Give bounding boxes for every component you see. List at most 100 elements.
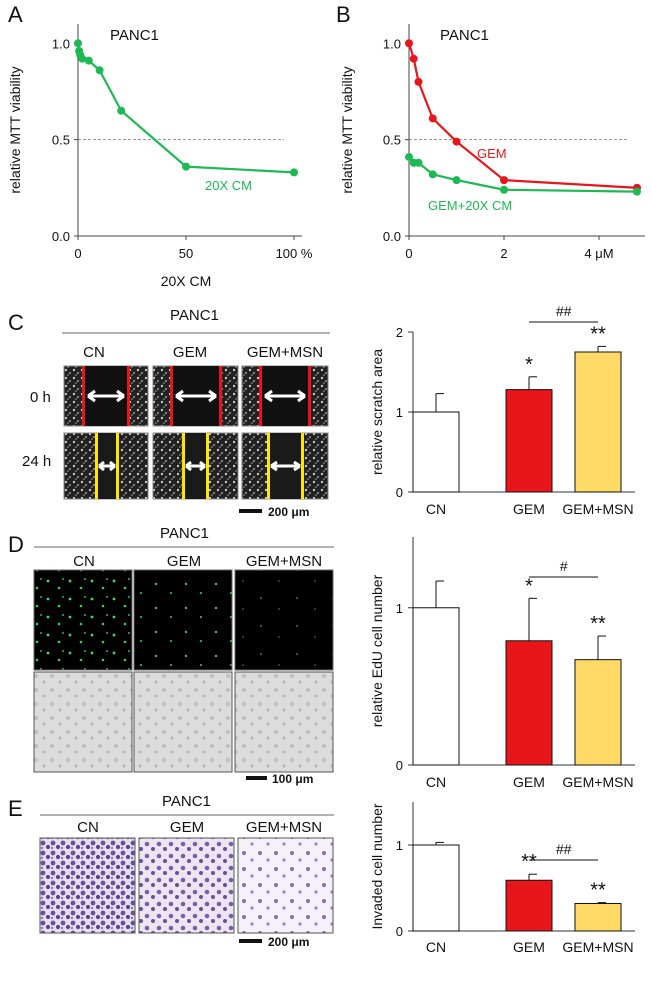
significance-marker: ** (590, 613, 606, 635)
x-tick-label: 0 (74, 246, 81, 261)
scratch-edge-left (95, 433, 98, 499)
panel-d-col-gem: GEM (167, 553, 201, 570)
double-arrow-icon (98, 460, 116, 472)
scratch-edge-left (267, 433, 270, 499)
panel-e-col-cn: CN (77, 819, 99, 836)
series-line (407, 42, 638, 189)
scratch-edge-left (182, 433, 185, 499)
category-label: GEM+MSN (562, 501, 633, 517)
category-label: CN (426, 501, 446, 517)
invasion-img-cn (39, 837, 136, 934)
data-point (409, 54, 418, 63)
bar (505, 879, 553, 932)
data-point (414, 158, 423, 167)
scratch-edge-left (82, 366, 85, 426)
category-label: GEM+MSN (562, 774, 633, 790)
double-arrow-icon (270, 460, 301, 472)
double-arrow-icon (185, 460, 206, 472)
data-point (414, 77, 423, 86)
significance-marker: * (525, 575, 533, 597)
series-label: GEM (477, 146, 507, 161)
bar (574, 902, 622, 932)
edu-fluor-cn (33, 569, 133, 671)
edu-fluor-gemmsn (234, 569, 334, 671)
bar (505, 640, 553, 766)
data-point (74, 39, 82, 48)
y-tick-label: 1 (396, 405, 403, 420)
category-label: GEM+MSN (562, 939, 633, 955)
panel-e-col-gemmsn: GEM+MSN (246, 819, 322, 836)
data-point (452, 176, 461, 185)
data-point (84, 56, 93, 65)
y-tick-label: 1.0 (383, 36, 401, 51)
panel-c-col-gemmsn: GEM+MSN (247, 344, 323, 361)
y-tick-label: 0.0 (52, 229, 70, 244)
bar (574, 659, 622, 766)
x-tick-label: 2 (500, 246, 507, 261)
panel-d-col-cn: CN (73, 553, 95, 570)
edu-bright-gemmsn (234, 671, 334, 773)
chart-d: 0 1 relative EdU cell number CN GEM * GEM+MSN *… (369, 537, 635, 790)
panel-c-col-cn: CN (83, 344, 105, 361)
panel-letter-e: E (8, 796, 23, 821)
invasion-img-gem (138, 837, 235, 934)
panel-d-col-gemmsn: GEM+MSN (246, 553, 322, 570)
x-tick-label: 0 (405, 246, 412, 261)
y-tick-label: 0 (396, 924, 403, 939)
data-point (500, 185, 508, 194)
double-arrow-icon (175, 389, 217, 403)
y-tick-label: 0 (396, 485, 403, 500)
scratch-edge-left (259, 366, 262, 426)
category-label: GEM (513, 774, 545, 790)
x-tick-label: 4 μM (584, 246, 613, 261)
bar (574, 351, 622, 493)
panel-letter-a: A (8, 2, 23, 27)
data-point (405, 39, 413, 48)
chart-a: 0.0 0.5 1.0 0 50 100 % relative MTT viability 2… (7, 24, 313, 289)
series-label: GEM+20X CM (428, 198, 512, 213)
edu-bright-cn (33, 671, 133, 773)
data-point (452, 137, 461, 146)
bar (505, 389, 553, 493)
data-point (633, 187, 641, 196)
series-line (76, 43, 295, 174)
y-tick-label: 1 (396, 838, 403, 853)
chart-b: 0.0 0.5 1.0 0 2 4 μM relative MTT viability GEM… (339, 24, 645, 261)
category-label: CN (426, 774, 446, 790)
edu-fluor-gem (133, 569, 233, 671)
y-tick-label: 1 (396, 601, 403, 616)
significance-marker: ** (590, 880, 606, 902)
category-label: GEM (513, 501, 545, 517)
panel-letter-b: B (336, 2, 351, 27)
scratch-edge-right (301, 433, 304, 499)
double-arrow-icon (264, 389, 306, 403)
y-axis-label: relative scratch area (369, 349, 385, 475)
category-label: GEM (513, 939, 545, 955)
x-tick-label: 50 (179, 246, 193, 261)
data-point (405, 152, 413, 161)
panel-d-title: PANC1 (160, 525, 209, 542)
x-tick-label: 100 % (276, 246, 313, 261)
panel-a-title: PANC1 (110, 27, 159, 44)
edu-images (33, 569, 334, 773)
invasion-img-gemmsn (237, 837, 334, 934)
category-label: CN (426, 939, 446, 955)
y-tick-label: 2 (396, 325, 403, 340)
data-point (78, 54, 87, 63)
panel-letter-d: D (8, 532, 24, 557)
edu-bright-gem (133, 671, 233, 773)
data-point (117, 106, 126, 115)
data-point (290, 168, 298, 177)
y-axis-label: relative MTT viability (7, 66, 23, 193)
bar (412, 844, 460, 932)
data-point (95, 66, 104, 75)
double-arrow-icon (87, 389, 125, 403)
scratch-edge-left (170, 366, 173, 426)
x-axis-label: 20X CM (161, 273, 212, 289)
data-point (500, 176, 508, 185)
chart-c: 0 1 2 relative scratch area CN GEM * GEM+MSN ** #… (369, 303, 635, 517)
panel-letter-c: C (8, 310, 24, 335)
data-point (428, 114, 437, 123)
y-axis-label: relative MTT viability (339, 66, 355, 193)
